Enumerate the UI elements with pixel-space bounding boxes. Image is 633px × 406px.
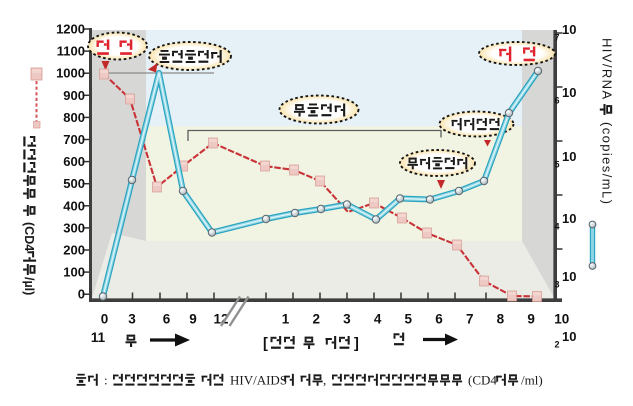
- svg-text:500: 500: [63, 176, 85, 191]
- svg-text:10: 10: [554, 312, 569, 327]
- svg-text:7: 7: [555, 33, 560, 43]
- svg-text:0: 0: [101, 312, 109, 327]
- svg-text:700: 700: [63, 132, 85, 147]
- svg-text:(CD4: (CD4: [468, 373, 497, 388]
- svg-text:1100: 1100: [57, 44, 85, 59]
- svg-text:/ml): /ml): [521, 373, 543, 388]
- svg-text:800: 800: [63, 110, 85, 125]
- svg-text:2: 2: [555, 340, 560, 350]
- svg-text:3: 3: [555, 280, 560, 290]
- svg-text:6: 6: [435, 312, 443, 327]
- svg-text:[: [: [263, 336, 268, 352]
- svg-text:3: 3: [343, 312, 351, 327]
- svg-text:10: 10: [562, 149, 576, 164]
- svg-text:0: 0: [78, 287, 85, 302]
- svg-text:10: 10: [562, 269, 576, 284]
- svg-text:6: 6: [555, 96, 560, 106]
- svg-text:7: 7: [466, 312, 474, 327]
- svg-text:10: 10: [562, 85, 576, 100]
- svg-text:11: 11: [91, 330, 106, 345]
- svg-text:10: 10: [562, 211, 576, 226]
- svg-text:]: ]: [354, 336, 359, 352]
- svg-text:12: 12: [213, 312, 228, 327]
- svg-text:1000: 1000: [56, 66, 85, 81]
- svg-text:4: 4: [374, 312, 382, 327]
- svg-text::: :: [104, 373, 108, 388]
- svg-text:400: 400: [63, 198, 85, 213]
- svg-text:10: 10: [562, 329, 576, 344]
- svg-text:100: 100: [63, 265, 85, 280]
- svg-text:600: 600: [63, 154, 85, 169]
- svg-text:(CD4: (CD4: [22, 222, 36, 251]
- svg-text:6: 6: [163, 312, 171, 327]
- svg-text:9: 9: [527, 312, 535, 327]
- svg-text:4: 4: [555, 222, 560, 232]
- svg-text:1200: 1200: [56, 22, 85, 37]
- svg-text:8: 8: [497, 312, 505, 327]
- svg-text:,: ,: [323, 373, 326, 388]
- svg-text:HIV/RNA: HIV/RNA: [600, 38, 615, 101]
- svg-text:5: 5: [555, 160, 560, 170]
- svg-text:9: 9: [189, 312, 197, 327]
- svg-text:900: 900: [63, 88, 85, 103]
- svg-text:5: 5: [405, 312, 413, 327]
- svg-text:200: 200: [63, 243, 85, 258]
- svg-text:3: 3: [128, 312, 136, 327]
- svg-text:1: 1: [282, 312, 290, 327]
- svg-text:(copies/mL): (copies/mL): [600, 122, 615, 205]
- svg-text:10: 10: [562, 22, 576, 37]
- svg-text:/µl): /µl): [22, 277, 36, 295]
- svg-text:HIV/AIDS: HIV/AIDS: [230, 373, 287, 388]
- svg-text:2: 2: [312, 312, 320, 327]
- svg-text:300: 300: [63, 220, 85, 235]
